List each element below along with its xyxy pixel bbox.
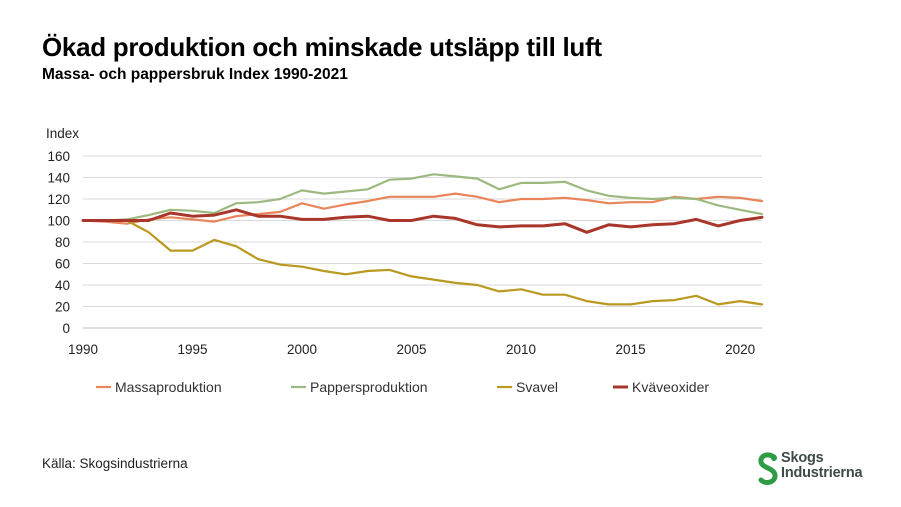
legend-label: Svavel: [516, 379, 558, 395]
y-tick-label: 0: [62, 321, 70, 336]
y-tick-label: 80: [55, 235, 70, 250]
legend: Massaproduktion Pappersproduktion Svavel Kv…: [96, 379, 709, 395]
x-tick-label: 1990: [68, 342, 98, 357]
gridlines: [83, 155, 762, 329]
legend-label: Pappersproduktion: [310, 379, 428, 395]
series-line-kv-veoxider: [81, 208, 764, 234]
x-axis-ticks: 1990 1995 2000 2005 2010 2015 2020: [68, 342, 755, 357]
legend-label: Kväveoxider: [632, 379, 709, 395]
series-lines: [81, 173, 764, 306]
x-tick-label: 2020: [725, 342, 755, 357]
logo-line1: Skogs: [781, 450, 824, 466]
y-tick-label: 100: [47, 214, 70, 229]
y-tick-label: 20: [55, 300, 70, 315]
logo-line2: Industrierna: [781, 465, 863, 481]
x-tick-label: 2015: [616, 342, 646, 357]
y-axis-ticks: 0 20 40 60 80 100 120 140 160: [47, 149, 70, 336]
x-tick-label: 1995: [177, 342, 207, 357]
y-axis-label: Index: [46, 126, 79, 141]
legend-label: Massaproduktion: [115, 379, 222, 395]
s-leaf-icon: [758, 452, 778, 485]
y-tick-label: 160: [47, 149, 70, 164]
chart-subtitle: Massa- och pappersbruk Index 1990-2021: [42, 66, 348, 83]
series-line-svavel: [81, 219, 764, 306]
y-tick-label: 140: [47, 171, 70, 186]
skogsindustrierna-logo: Skogs Industrierna: [757, 450, 877, 490]
x-tick-label: 2010: [506, 342, 536, 357]
series-line-massaproduktion: [81, 192, 764, 225]
y-tick-label: 60: [55, 257, 70, 272]
y-tick-label: 40: [55, 278, 70, 293]
chart-title: Ökad produktion och minskade utsläpp til…: [42, 32, 602, 62]
y-tick-label: 120: [47, 192, 70, 207]
x-tick-label: 2000: [287, 342, 317, 357]
x-tick-label: 2005: [397, 342, 427, 357]
line-chart: Index 0 20 40 60 80 100 120 140 160 1990 1995 2000…: [46, 126, 764, 395]
source-note: Källa: Skogsindustrierna: [42, 456, 188, 471]
series-line-pappersproduktion: [81, 173, 764, 222]
